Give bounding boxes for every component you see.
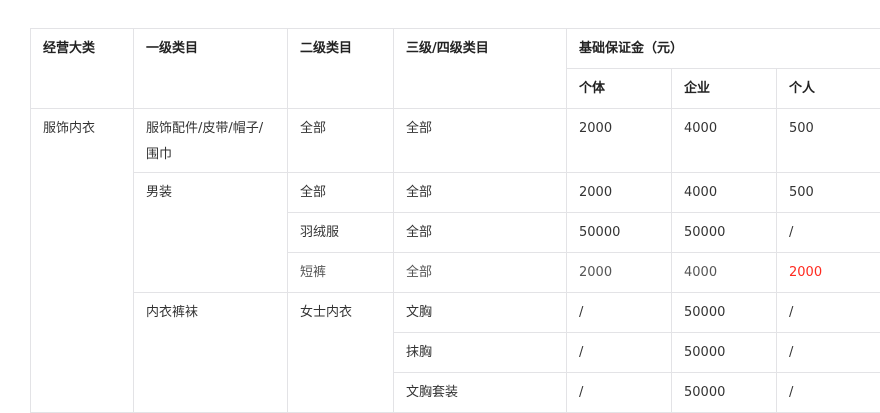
- level2-cell: 短裤: [288, 253, 394, 293]
- table-row: 内衣裤袜 女士内衣 文胸 / 50000 /: [31, 293, 880, 333]
- ent-cell: 50000: [672, 373, 777, 413]
- level1-cell: 男装: [134, 173, 288, 293]
- level34-cell: 文胸套装: [394, 373, 567, 413]
- level2-cell: 羽绒服: [288, 213, 394, 253]
- level34-cell: 全部: [394, 213, 567, 253]
- level1-cell: 服饰配件/皮带/帽子/围巾: [134, 109, 288, 173]
- per-cell: /: [777, 373, 880, 413]
- ent-cell: 50000: [672, 213, 777, 253]
- biz-cell: 2000: [567, 109, 672, 173]
- level2-cell: 全部: [288, 173, 394, 213]
- per-cell: /: [777, 293, 880, 333]
- per-cell-highlighted: 2000: [777, 253, 880, 293]
- level1-cell: 内衣裤袜: [134, 293, 288, 413]
- ent-cell: 50000: [672, 333, 777, 373]
- level34-cell: 全部: [394, 253, 567, 293]
- header-row: 经营大类 一级类目 二级类目 三级/四级类目 基础保证金（元）: [31, 29, 880, 69]
- table-row: 服饰内衣 服饰配件/皮带/帽子/围巾 全部 全部 2000 4000 500: [31, 109, 880, 173]
- header-category: 经营大类: [31, 29, 134, 109]
- header-enterprise: 企业: [672, 69, 777, 109]
- per-cell: /: [777, 213, 880, 253]
- header-individual-biz: 个体: [567, 69, 672, 109]
- level34-cell: 全部: [394, 173, 567, 213]
- table-row: 男装 全部 全部 2000 4000 500: [31, 173, 880, 213]
- ent-cell: 4000: [672, 109, 777, 173]
- level34-cell: 文胸: [394, 293, 567, 333]
- header-level34: 三级/四级类目: [394, 29, 567, 109]
- level34-cell: 抹胸: [394, 333, 567, 373]
- level2-cell: 全部: [288, 109, 394, 173]
- per-cell: /: [777, 333, 880, 373]
- ent-cell: 4000: [672, 173, 777, 213]
- level34-cell: 全部: [394, 109, 567, 173]
- biz-cell: /: [567, 373, 672, 413]
- biz-cell: 2000: [567, 173, 672, 213]
- biz-cell: 2000: [567, 253, 672, 293]
- ent-cell: 50000: [672, 293, 777, 333]
- per-cell: 500: [777, 109, 880, 173]
- header-person: 个人: [777, 69, 880, 109]
- biz-cell: /: [567, 293, 672, 333]
- header-deposit: 基础保证金（元）: [567, 29, 880, 69]
- biz-cell: /: [567, 333, 672, 373]
- main-category-cell: 服饰内衣: [31, 109, 134, 413]
- deposit-table: 经营大类 一级类目 二级类目 三级/四级类目 基础保证金（元） 个体 企业 个人…: [30, 28, 880, 413]
- header-level2: 二级类目: [288, 29, 394, 109]
- per-cell: 500: [777, 173, 880, 213]
- level2-cell: 女士内衣: [288, 293, 394, 413]
- header-level1: 一级类目: [134, 29, 288, 109]
- ent-cell: 4000: [672, 253, 777, 293]
- biz-cell: 50000: [567, 213, 672, 253]
